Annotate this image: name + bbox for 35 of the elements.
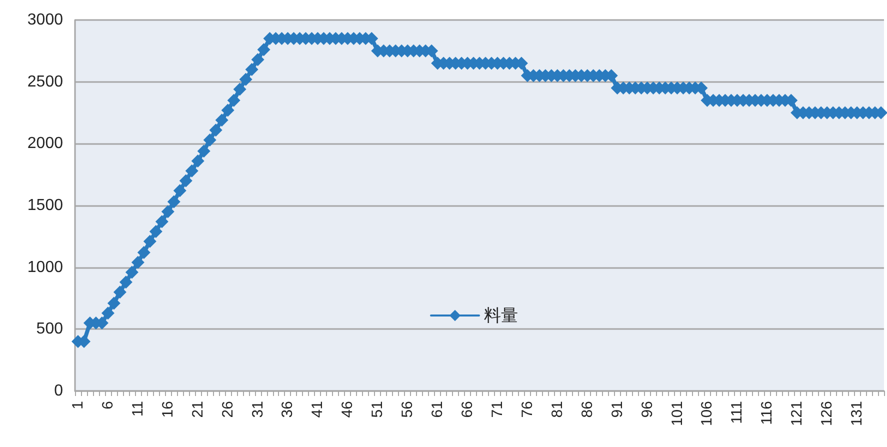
x-tick-label: 41 [309,401,326,418]
x-tick-label: 76 [518,401,536,418]
x-tick-label: 51 [369,401,386,418]
x-tick-label: 11 [129,401,146,417]
x-tick-label: 26 [219,401,236,418]
x-tick-label: 6 [99,401,116,410]
x-tick-label: 101 [668,401,686,426]
x-tick-label: 56 [399,401,416,418]
y-tick-label: 2500 [27,73,64,90]
x-tick-label: 66 [459,401,476,418]
x-tick-label: 91 [608,401,626,418]
x-tick-label: 111 [728,401,746,424]
y-tick-label: 500 [36,320,64,338]
x-tick-label: 106 [698,401,716,426]
x-tick-label: 46 [339,401,356,418]
y-tick-label: 3000 [27,12,64,28]
x-tick-label: 96 [638,401,656,418]
x-tick-label: 131 [848,401,866,426]
x-tick-label: 31 [249,401,266,418]
x-tick-label: 1 [69,401,86,410]
y-tick-label: 0 [54,382,64,400]
y-tick-label: 1000 [27,258,64,276]
x-tick-label: 21 [189,401,206,418]
legend-label: 料量 [484,306,518,325]
x-tick-label: 126 [818,401,836,426]
x-tick-label: 86 [578,401,596,418]
x-tick-label: 16 [159,401,176,418]
x-tick-label: 116 [758,401,776,425]
x-tick-label: 71 [488,401,506,418]
x-tick-label: 61 [429,401,446,418]
x-tick-label: 81 [548,401,566,418]
x-tick-label: 121 [788,401,806,426]
y-tick-label: 1500 [27,197,64,214]
x-tick-label: 36 [279,401,296,418]
y-tick-label: 2000 [27,135,64,152]
